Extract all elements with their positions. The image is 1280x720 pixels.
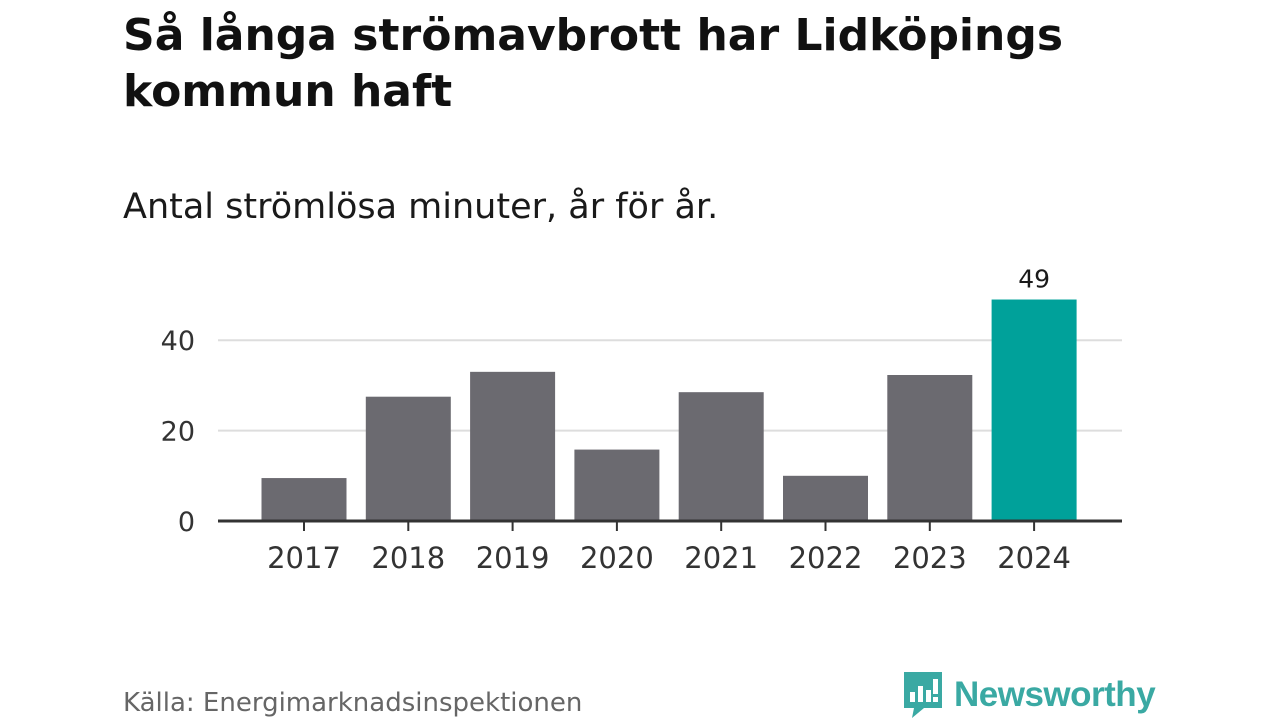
labels: 0 20 40 2017 2018 2019 2020 2021 2022 2023 2024 49	[161, 265, 1071, 575]
chart-subtitle: Antal strömlösa minuter, år för år.	[123, 187, 719, 227]
bar-2019	[470, 371, 556, 521]
bar-2024	[991, 299, 1077, 521]
newsworthy-logo-icon	[904, 672, 942, 718]
bar-2018	[365, 396, 451, 521]
brand-name: Newsworthy	[954, 675, 1156, 714]
bar-2017	[261, 478, 347, 521]
y-tick-label: 20	[161, 417, 195, 448]
x-tick-label: 2022	[789, 541, 863, 575]
chart-title: Så långa strömavbrott har Lidköpings kom…	[123, 10, 1064, 117]
bar-2023	[887, 375, 973, 521]
bar-2020	[574, 449, 660, 521]
y-tick-label: 40	[161, 326, 195, 357]
bar-2022	[783, 475, 868, 521]
x-tick-label: 2020	[580, 541, 654, 575]
x-axis	[218, 519, 1122, 531]
brand-logo: Newsworthy	[902, 670, 1156, 720]
x-tick-label: 2021	[684, 541, 758, 575]
y-tick-label: 0	[178, 507, 195, 538]
data-label: 49	[1018, 265, 1050, 294]
bar-2021	[678, 392, 764, 521]
x-tick-label: 2017	[267, 541, 341, 575]
x-tick-label: 2023	[893, 541, 967, 575]
bars	[261, 299, 1077, 521]
x-tick-label: 2019	[476, 541, 550, 575]
x-tick-label: 2018	[371, 541, 445, 575]
source-note: Källa: Energimarknadsinspektionen	[123, 688, 583, 718]
grid-lines	[218, 339, 1122, 432]
x-tick-label: 2024	[997, 541, 1071, 575]
